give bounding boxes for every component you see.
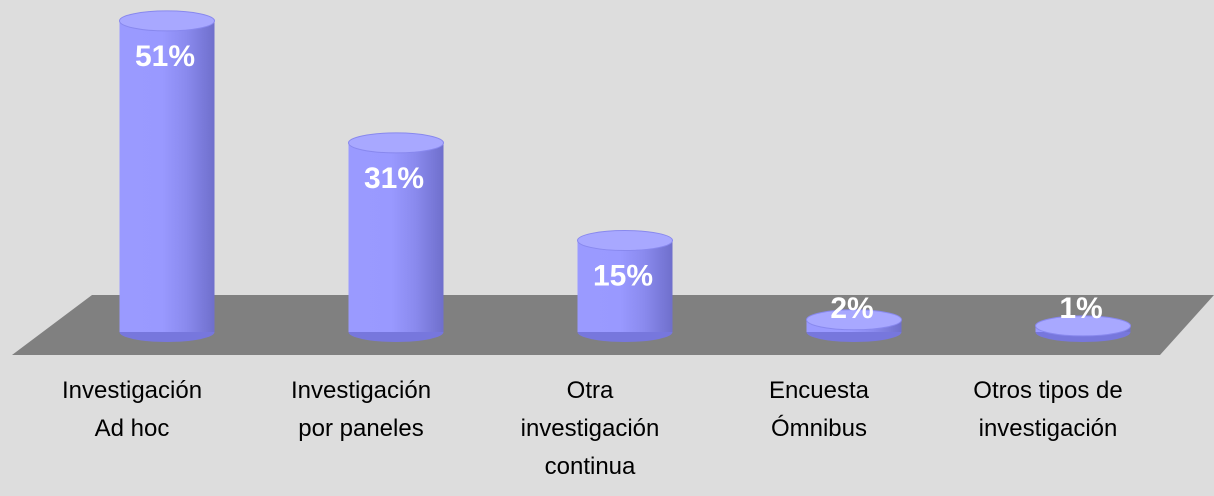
x-tick-label: Investigación Ad hoc: [62, 377, 202, 442]
x-tick-label: Investigación por paneles: [291, 377, 431, 442]
bar-top: [119, 10, 215, 32]
bar: [348, 142, 444, 332]
x-tick-label: Otra investigación continua: [521, 377, 660, 480]
value-label: 51%: [135, 40, 195, 73]
bar: [577, 240, 673, 332]
bar: [119, 20, 215, 333]
bar-top: [1035, 315, 1131, 337]
value-label: 2%: [830, 292, 873, 325]
value-label: 31%: [364, 162, 424, 195]
bar-top: [577, 230, 673, 251]
bar-top: [348, 132, 444, 154]
x-tick-label: Encuesta Ómnibus: [769, 377, 870, 442]
value-label: 15%: [593, 260, 653, 293]
bar-top: [806, 309, 902, 331]
value-label: 1%: [1059, 292, 1102, 325]
x-tick-label: Otros tipos de investigación: [973, 377, 1122, 442]
